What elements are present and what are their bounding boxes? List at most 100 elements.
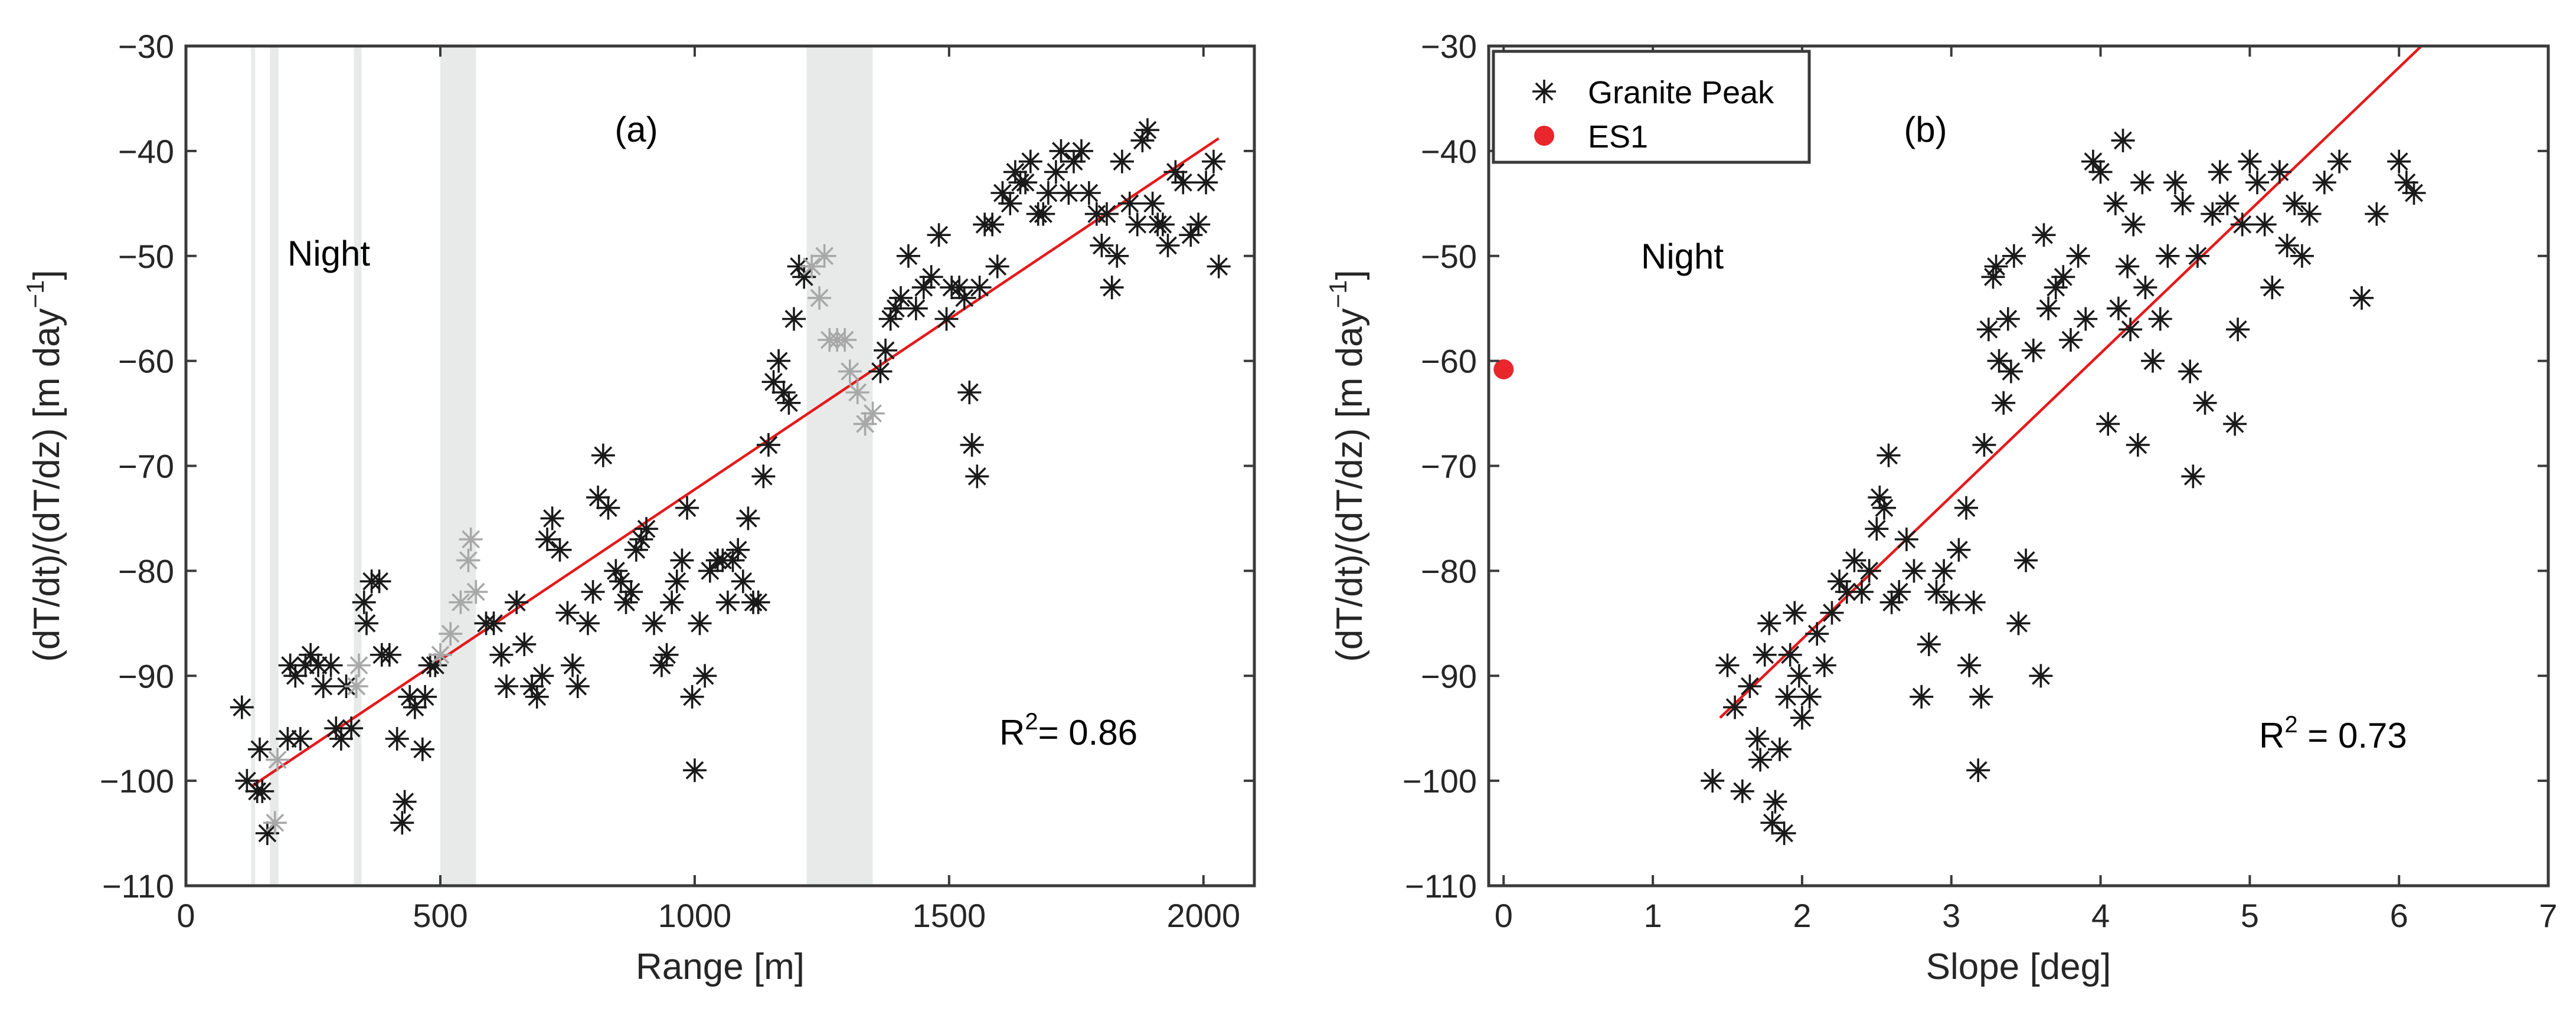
data-point	[1090, 234, 1114, 257]
x-axis-label: Slope [deg]	[1926, 947, 2111, 987]
data-point	[2170, 191, 2195, 215]
data-point	[591, 443, 615, 467]
x-tick-label: 0	[176, 897, 195, 934]
r-squared-label: R2 = 0.73	[2259, 712, 2407, 755]
data-point	[393, 790, 417, 814]
data-point	[581, 580, 605, 604]
data-point	[1820, 601, 1844, 625]
data-point	[2163, 171, 2187, 195]
data-point	[2133, 276, 2157, 300]
data-point	[2006, 611, 2031, 636]
data-point	[1996, 307, 2020, 331]
night-annotation: Night	[1641, 237, 1724, 276]
data-point	[1036, 181, 1060, 205]
y-tick-label: −80	[118, 552, 174, 590]
data-point	[2275, 234, 2299, 257]
panel-b: 0 1 2 3 4 5 6 7 −110 −100 −90 −80 −70 −60 −50 −40 −30 (…	[1324, 28, 2558, 987]
data-point	[1018, 149, 1042, 173]
data-point	[2103, 191, 2127, 215]
data-point	[2312, 171, 2336, 195]
data-point	[861, 401, 885, 425]
data-point	[998, 191, 1022, 215]
x-tick-label: 0	[1495, 897, 1513, 934]
data-point	[2267, 160, 2291, 184]
data-point	[715, 590, 740, 614]
data-point	[812, 244, 836, 268]
data-point	[1105, 244, 1129, 268]
data-point	[1962, 590, 1986, 614]
data-point	[1857, 559, 1881, 583]
data-point	[1031, 202, 1055, 226]
data-point	[2074, 307, 2098, 331]
data-point	[868, 359, 893, 384]
data-point	[1723, 695, 1747, 719]
data-point	[2223, 412, 2247, 436]
data-point	[889, 286, 913, 310]
data-point	[2260, 276, 2284, 300]
data-point	[1715, 653, 1740, 677]
data-point	[1868, 485, 1892, 509]
data-point	[1207, 254, 1231, 279]
data-point	[489, 643, 514, 667]
data-point	[495, 674, 518, 698]
data-point	[1865, 517, 1889, 541]
data-point	[665, 569, 689, 594]
data-point	[756, 433, 780, 457]
data-point	[576, 611, 600, 636]
data-point	[2066, 244, 2090, 268]
data-point	[319, 653, 343, 677]
data-point	[1797, 685, 1822, 709]
legend-marker-asterisk	[1532, 80, 1556, 103]
data-point	[235, 769, 259, 793]
data-point	[352, 590, 376, 614]
data-point	[250, 779, 274, 803]
data-point	[1972, 433, 1996, 457]
data-point	[2185, 244, 2209, 268]
data-point	[2021, 338, 2045, 362]
data-point	[2208, 160, 2232, 184]
data-point	[263, 811, 287, 835]
data-point	[1775, 685, 1799, 709]
data-point	[680, 685, 704, 709]
y-tick-label: −110	[102, 867, 174, 905]
data-point	[2402, 181, 2426, 205]
data-point	[2230, 212, 2254, 237]
data-point	[439, 622, 463, 646]
data-point	[512, 632, 537, 656]
data-point	[2002, 244, 2026, 268]
data-point	[367, 569, 391, 594]
data-point	[505, 590, 529, 614]
r2-value: = 0.86	[1038, 713, 1138, 752]
data-point	[845, 381, 869, 404]
data-point	[1947, 538, 1971, 562]
night-annotation: Night	[287, 234, 370, 273]
data-point	[1117, 191, 1142, 215]
y-label-close: ]	[27, 270, 67, 280]
data-point	[2051, 265, 2075, 289]
y-tick-label: −60	[118, 343, 174, 380]
x-tick-label: 6	[2390, 897, 2408, 934]
data-point	[1828, 569, 1852, 594]
data-point	[1778, 643, 1802, 667]
x-tick-label: 3	[1942, 897, 1960, 934]
data-point	[1842, 548, 1866, 572]
data-point	[540, 506, 564, 530]
data-point	[965, 464, 989, 489]
fit-line	[1719, 45, 2423, 719]
data-point	[377, 643, 401, 667]
data-point	[548, 538, 572, 562]
shaded-interval	[354, 46, 362, 886]
data-point	[670, 548, 694, 572]
y-axis-label: (dT/dt)/(dT/dz) [m day−1]	[1324, 270, 1370, 662]
shaded-interval	[440, 46, 476, 886]
r2-superscript: 2	[1025, 709, 1038, 735]
data-point	[1757, 611, 1781, 636]
data-point	[1171, 171, 1195, 195]
data-point	[535, 528, 559, 551]
data-point	[2327, 149, 2352, 173]
y-ticks: −110 −100 −90 −80 −70 −60 −50 −40 −30	[1403, 28, 2548, 905]
data-point	[1156, 234, 1180, 257]
data-point	[896, 244, 920, 268]
y-tick-label: −100	[100, 762, 174, 800]
data-point	[1730, 779, 1754, 803]
